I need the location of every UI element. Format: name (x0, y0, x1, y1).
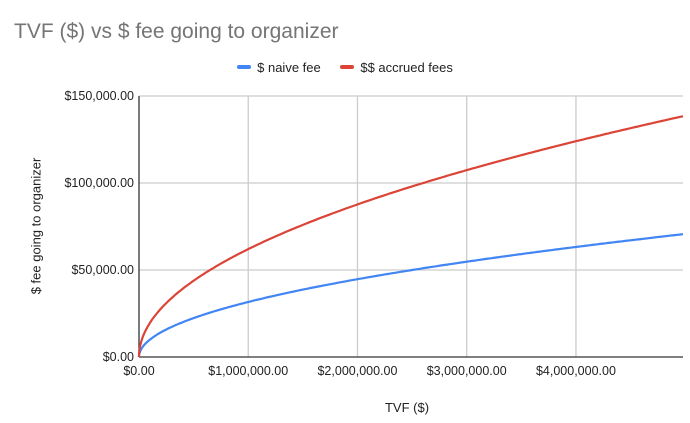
x-tick-label: $4,000,000.00 (536, 364, 616, 378)
legend-item-accrued-fees[interactable]: $$ accrued fees (340, 60, 453, 75)
chart-title: TVF ($) vs $ fee going to organizer (14, 20, 339, 43)
series-line-1 (137, 115, 684, 357)
x-tick-label: $1,000,000.00 (208, 364, 288, 378)
legend-item-naive-fee[interactable]: $ naive fee (237, 60, 321, 75)
y-tick-label: $0.00 (103, 350, 134, 364)
legend-swatch (237, 65, 252, 69)
x-tick-label: $3,000,000.00 (427, 364, 507, 378)
x-tick-label: $2,000,000.00 (317, 364, 397, 378)
x-axis-label: TVF ($) (384, 400, 430, 415)
series-line-0 (137, 233, 684, 357)
legend-label: $$ accrued fees (360, 59, 453, 75)
y-tick-label: $100,000.00 (64, 176, 134, 190)
legend-swatch (340, 65, 355, 69)
legend-label: $ naive fee (257, 59, 321, 75)
y-tick-label: $150,000.00 (64, 89, 134, 103)
x-tick-label: $0.00 (123, 364, 154, 378)
y-tick-label: $50,000.00 (71, 263, 134, 277)
legend: $ naive fee $$ accrued fees (0, 57, 690, 75)
